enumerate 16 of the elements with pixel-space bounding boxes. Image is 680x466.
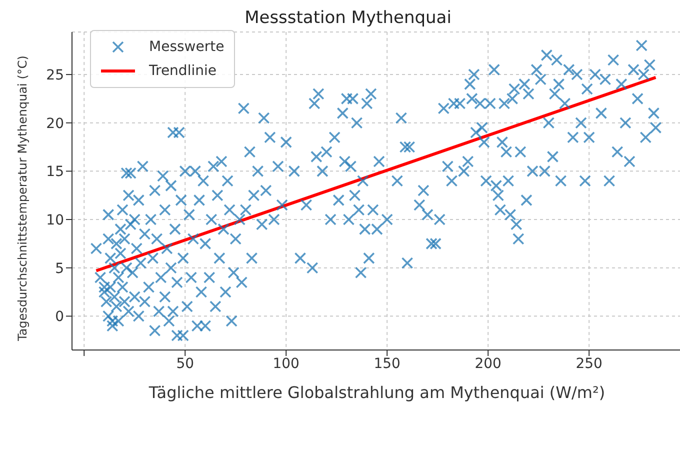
- y-tick-label: 15: [46, 164, 64, 180]
- y-tick-label: 25: [46, 68, 64, 84]
- x-axis-title: Tägliche mittlere Globalstrahlung am Mythenquai (W/m²): [148, 383, 606, 402]
- chart-title: Messstation Mythenquai: [244, 8, 452, 28]
- y-tick-label: 5: [55, 260, 64, 277]
- y-axis-title: Tagesdurchschnittstemperatur Mythenquai (°C): [15, 56, 30, 342]
- y-tick-label: 10: [46, 212, 64, 228]
- legend-label: Trendlinie: [149, 63, 216, 79]
- y-tick-label: 20: [46, 116, 64, 132]
- x-tick-label: 100: [272, 356, 300, 372]
- x-tick-label: 150: [374, 356, 400, 372]
- x-tick-label: 200: [474, 356, 502, 372]
- legend-label: Messwerte: [149, 39, 224, 55]
- x-tick-label: 250: [576, 356, 602, 372]
- x-tick-label: 50: [176, 356, 194, 372]
- y-tick-label: 0: [55, 309, 64, 326]
